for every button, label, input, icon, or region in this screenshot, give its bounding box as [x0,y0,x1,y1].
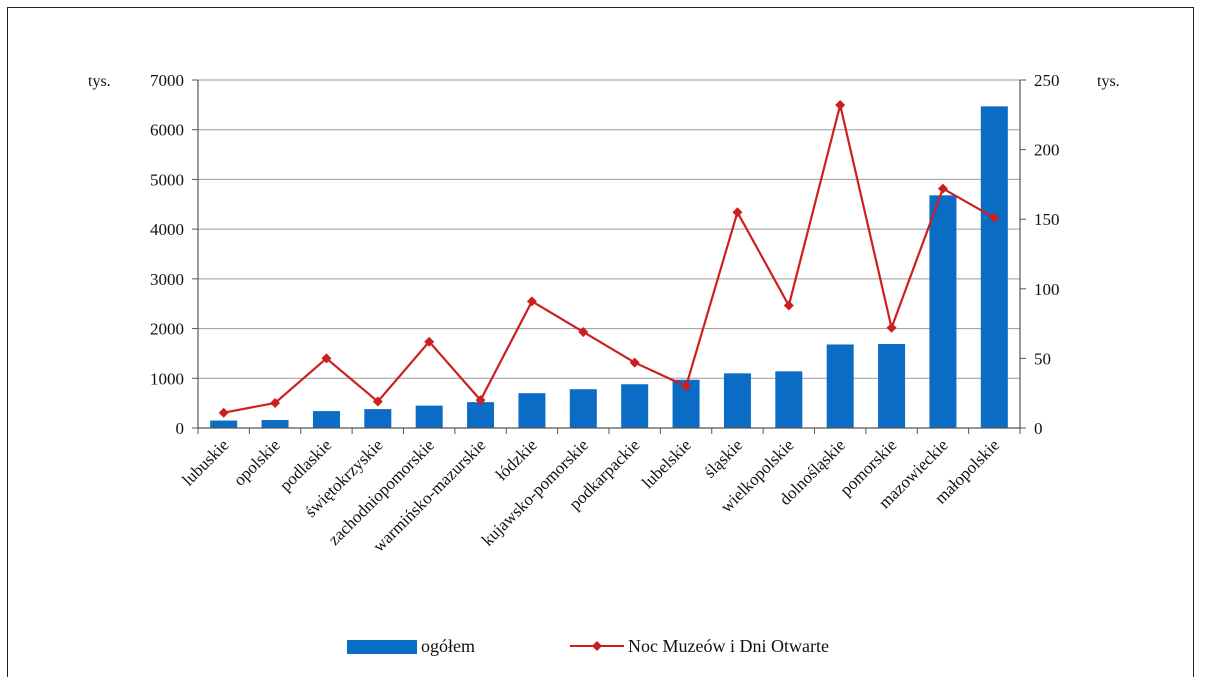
bar [364,409,392,428]
bar [415,405,443,428]
left-tick-label: 4000 [150,220,184,239]
bar [210,420,238,428]
line-point [937,183,948,194]
right-tick-label: 50 [1034,349,1051,368]
bar [312,411,340,428]
line-point [886,322,897,333]
line-point [989,212,1000,223]
line-point [629,357,640,368]
bar [261,420,289,428]
bar-series [210,106,1008,428]
line-point [835,100,846,111]
legend-bar-swatch [347,640,417,654]
line-point [783,300,794,311]
line-series [218,100,1000,418]
left-tick-label: 0 [176,419,185,438]
right-axis-ticks: 0 50 100 150 200 250 [1034,71,1060,438]
category-label: śląskie [700,435,746,481]
bar [621,384,649,428]
line-point [424,336,435,347]
legend-bar-label: ogółem [421,636,475,656]
right-axis-unit: tys. [1097,73,1120,90]
line-point [372,396,383,407]
bar [518,393,546,428]
category-labels: lubuskieopolskiepodlaskieświętokrzyskiez… [178,435,1003,555]
left-tick-label: 1000 [150,369,184,388]
left-tick-label: 3000 [150,270,184,289]
left-tick-label: 2000 [150,320,184,339]
line-path [223,104,995,414]
left-tick-label: 6000 [150,121,184,140]
right-tick-label: 150 [1034,210,1060,229]
bar [929,195,957,428]
category-label: lubuskie [178,435,232,489]
bar [467,402,495,428]
line-point [321,353,332,364]
legend: ogółem Noc Muzeów i Dni Otwarte [347,636,829,656]
category-label: łódzkie [492,435,541,484]
line-point [578,326,589,337]
bar [723,373,751,428]
line-point [526,296,537,307]
right-tick-label: 250 [1034,71,1060,90]
line-point [270,397,281,408]
axes [192,79,1026,434]
line-point [732,207,743,218]
bar [980,106,1008,428]
gridlines [198,79,1020,379]
right-tick-label: 100 [1034,280,1060,299]
legend-line-marker [592,641,602,651]
left-tick-label: 7000 [150,71,184,90]
legend-line-label: Noc Muzeów i Dni Otwarte [628,636,829,656]
line-point [681,381,692,392]
line-point [218,407,229,418]
right-tick-label: 0 [1034,419,1043,438]
bar [826,344,854,428]
line-point [475,395,486,406]
category-label: lubelskie [638,435,695,492]
left-axis-ticks: 0 1000 2000 3000 4000 5000 6000 7000 [150,71,184,438]
left-axis-unit: tys. [88,73,111,90]
left-tick-label: 5000 [150,170,184,189]
bar [775,371,803,428]
bar [878,343,906,428]
bar [569,389,597,428]
right-tick-label: 200 [1034,141,1060,160]
